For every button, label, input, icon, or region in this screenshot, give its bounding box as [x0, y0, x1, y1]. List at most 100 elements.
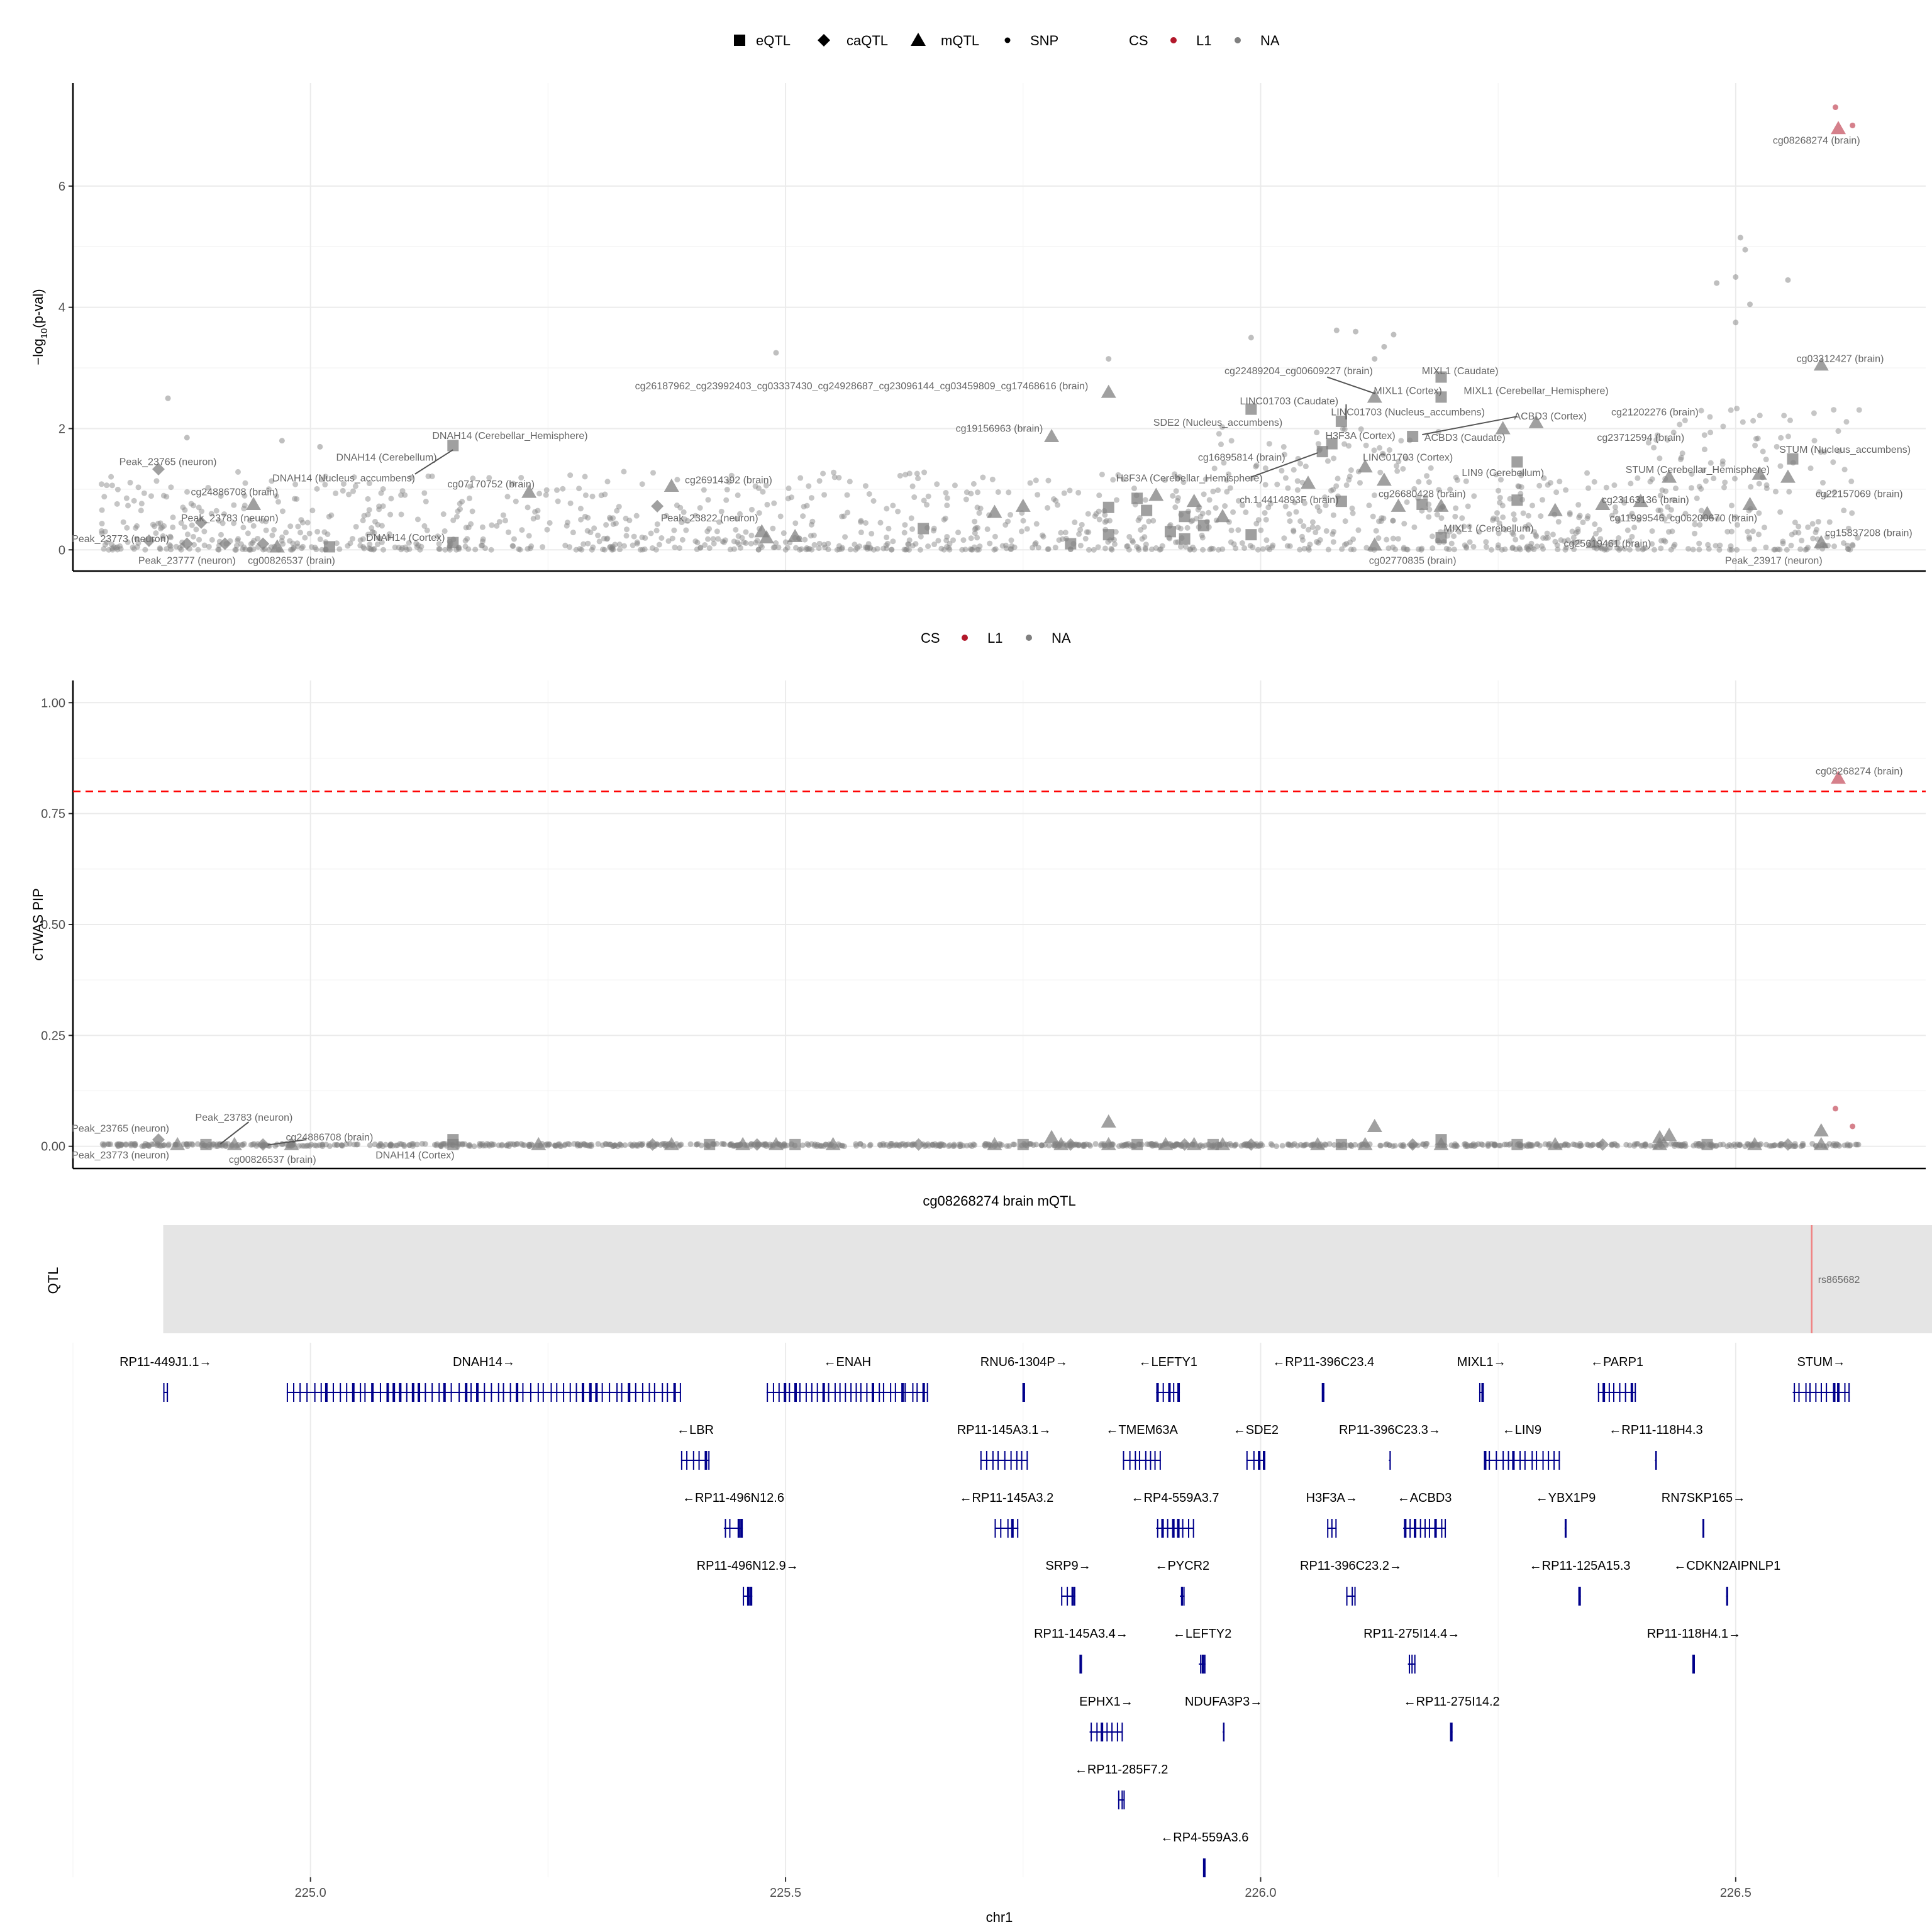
- snp-point: [595, 532, 601, 538]
- snp-point: [1317, 537, 1323, 543]
- snp-point: [1788, 542, 1794, 548]
- snp-point: [123, 495, 130, 501]
- snp-point: [718, 508, 724, 514]
- snp-point: [379, 539, 385, 545]
- snp-point: [1033, 477, 1039, 484]
- snp-point: [1241, 545, 1248, 552]
- snp-point: [250, 546, 257, 552]
- snp-point: [346, 491, 352, 497]
- snp-point: [748, 506, 755, 513]
- legend-cs-dot-icon: [962, 635, 968, 641]
- snp-point: [1675, 1143, 1682, 1149]
- snp-point: [930, 528, 936, 534]
- exon: [502, 1383, 504, 1402]
- snp-point: [1115, 472, 1121, 478]
- snp-point: [968, 491, 974, 497]
- snp-point: [613, 520, 619, 526]
- snp-point: [1328, 487, 1335, 494]
- snp-point: [728, 472, 735, 479]
- snp-point: [1615, 516, 1621, 522]
- snp-point: [1792, 519, 1798, 526]
- snp-point: [1333, 327, 1340, 333]
- exon: [740, 1519, 743, 1538]
- snp-point: [269, 532, 275, 538]
- snp-point: [1062, 530, 1069, 536]
- exon: [352, 1383, 355, 1402]
- snp-point: [1849, 510, 1855, 516]
- snp-point: [1544, 530, 1550, 536]
- snp-point: [102, 528, 108, 535]
- snp-point: [606, 514, 613, 521]
- snp-point: [1316, 508, 1323, 514]
- snp-point: [1398, 438, 1404, 444]
- snp-point: [603, 522, 609, 528]
- snp-point: [1247, 543, 1253, 549]
- label-leader-line: [219, 1121, 250, 1145]
- point-dot: [1832, 1106, 1838, 1112]
- snp-point: [323, 474, 329, 480]
- exon: [667, 1383, 669, 1402]
- snp-point: [1786, 489, 1792, 495]
- exon: [1129, 1451, 1131, 1470]
- snp-point: [987, 540, 993, 547]
- snp-point: [199, 508, 205, 514]
- snp-point: [735, 539, 741, 545]
- snp-point: [1390, 518, 1396, 524]
- point-label: Peak_23773 (neuron): [72, 534, 169, 545]
- snp-point: [741, 539, 747, 545]
- exon: [360, 1383, 362, 1402]
- legend-label-mqtl: mQTL: [941, 33, 979, 48]
- snp-point: [99, 521, 105, 527]
- snp-point: [1785, 433, 1791, 440]
- snp-point: [577, 1142, 583, 1148]
- feature-point: [663, 1136, 679, 1150]
- exon: [1246, 1451, 1248, 1470]
- snp-point: [1655, 507, 1662, 513]
- snp-point: [544, 526, 550, 533]
- snp-point: [1507, 496, 1513, 502]
- exon: [1496, 1451, 1497, 1470]
- snp-point: [379, 523, 385, 529]
- snp-point: [455, 508, 461, 514]
- snp-point: [812, 1141, 818, 1148]
- snp-point: [934, 481, 940, 487]
- snp-point: [280, 541, 286, 547]
- gene-label: RN7SKP165→: [1662, 1491, 1745, 1505]
- snp-point: [1463, 478, 1469, 484]
- snp-point: [1811, 438, 1818, 444]
- snp-point: [995, 489, 1001, 495]
- snp-point: [1428, 465, 1434, 471]
- snp-point: [1826, 519, 1833, 525]
- snp-point: [639, 481, 645, 487]
- gene: ←RP11-496N12.6: [682, 1491, 784, 1538]
- exon: [997, 1451, 999, 1470]
- snp-point: [1818, 449, 1824, 455]
- point-labels: cg08268274 (brain)Peak_23765 (neuron)Pea…: [72, 767, 1902, 1165]
- snp-point: [1706, 546, 1712, 552]
- snp-point: [604, 535, 611, 541]
- snp-point: [1135, 545, 1141, 551]
- snp-point: [804, 545, 810, 551]
- exon: [1613, 1383, 1614, 1402]
- snp-point: [1567, 510, 1573, 516]
- snp-point: [496, 519, 502, 525]
- snp-point: [1134, 543, 1140, 550]
- snp-point: [1576, 514, 1582, 521]
- snp-point: [1297, 547, 1303, 553]
- exon: [1321, 1383, 1324, 1402]
- snp-point: [1142, 545, 1148, 552]
- exon: [1004, 1451, 1006, 1470]
- point-label: ACBD3 (Caudate): [1424, 433, 1506, 443]
- snp-point: [1262, 465, 1269, 471]
- snp-point: [1518, 472, 1524, 479]
- snp-point: [1524, 526, 1531, 532]
- gene-label: ←LEFTY1: [1138, 1355, 1197, 1369]
- exon: [1558, 1451, 1560, 1470]
- snp-point: [1045, 546, 1052, 552]
- snp-point: [821, 492, 828, 498]
- snp-point: [380, 547, 386, 553]
- point-triangle: [663, 479, 679, 492]
- point-label: MIXL1 (Caudate): [1422, 366, 1499, 377]
- snp-point: [547, 519, 553, 526]
